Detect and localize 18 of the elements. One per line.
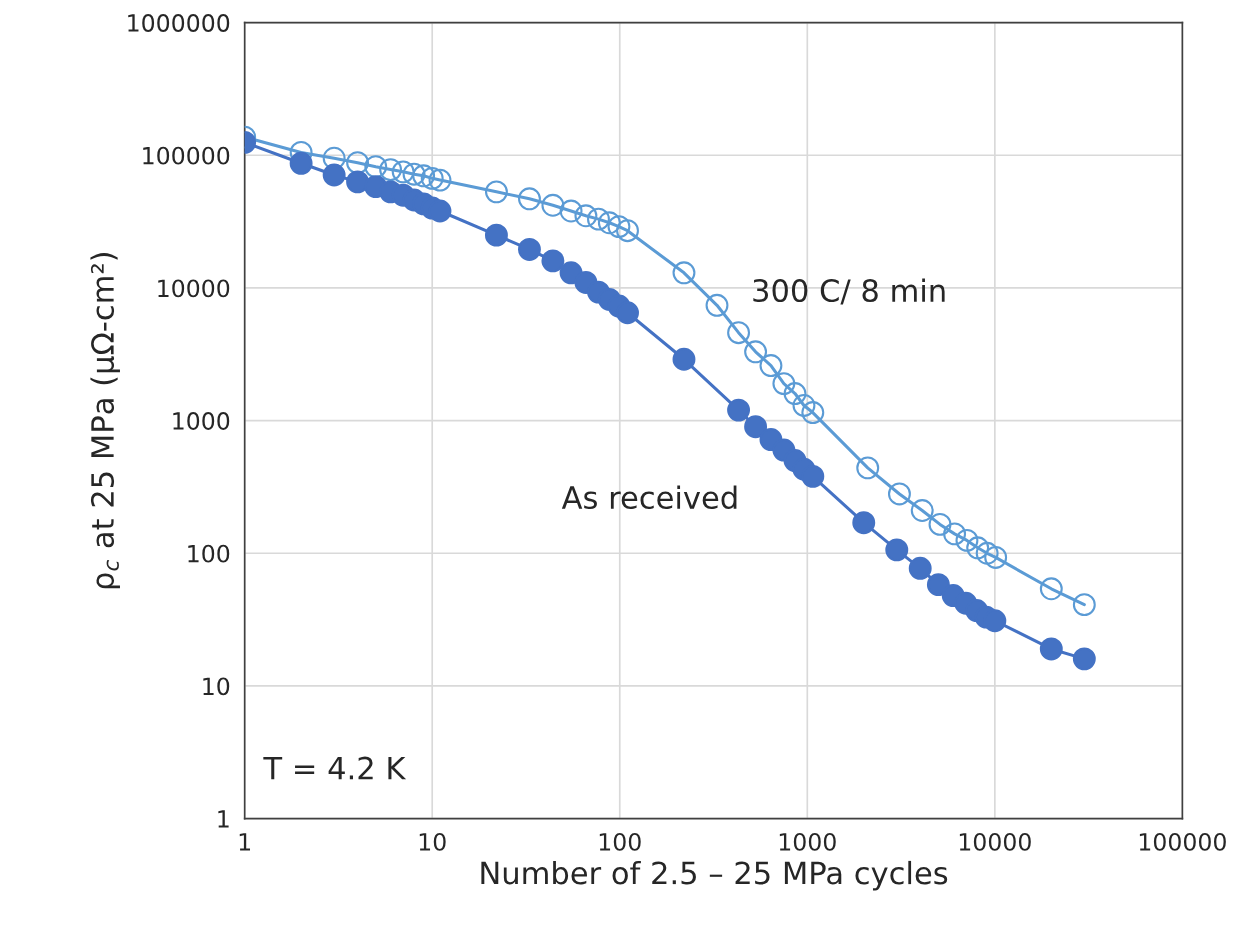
- y-tick-label: 1000000: [128, 14, 230, 32]
- x-tick-label: 1: [239, 833, 250, 851]
- y-axis-title: ρ$_{c}$ at 25 MPa (µΩ-cm²): [90, 253, 120, 589]
- y-tick-label: 10000: [158, 279, 230, 298]
- x-tick-label: 10: [419, 832, 446, 851]
- x-tick-label: 100000: [1139, 832, 1226, 851]
- y-tick-label: 100000: [143, 146, 230, 165]
- x-axis-title: Number of 2.5 – 25 MPa cycles: [481, 860, 948, 891]
- y-tick-label: 10: [203, 677, 230, 696]
- y-tick-label: 100: [188, 544, 230, 563]
- annotation: T = 4.2 K: [263, 756, 407, 780]
- y-tick-label: 1: [218, 810, 229, 828]
- x-tick-label: 100: [599, 832, 641, 851]
- y-tick-label: 1000: [173, 412, 230, 430]
- x-tick-label: 10000: [959, 832, 1031, 851]
- series-label: As received: [561, 485, 737, 510]
- x-tick-label: 1000: [779, 832, 836, 851]
- series-label: 300 C/ 8 min: [753, 278, 945, 305]
